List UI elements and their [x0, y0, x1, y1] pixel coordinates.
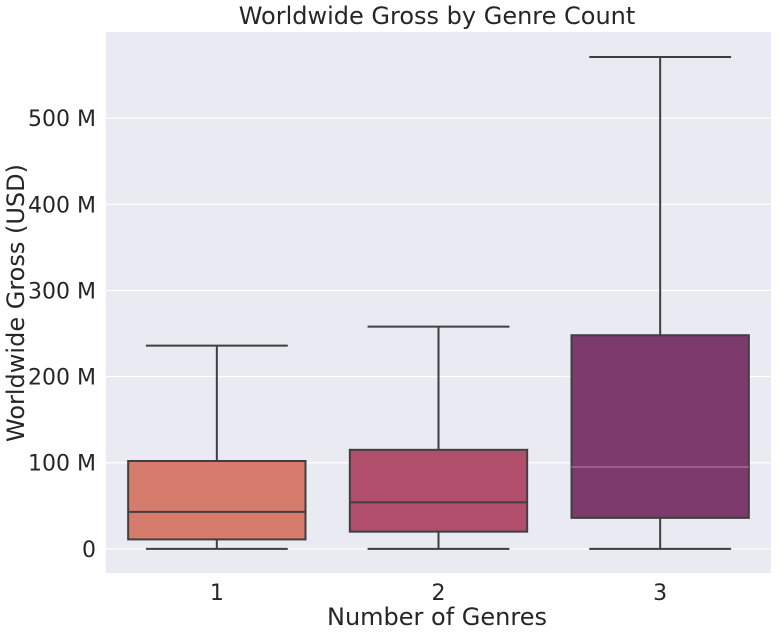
y-tick-label: 0	[82, 538, 96, 563]
boxes	[127, 55, 750, 550]
y-tick-label: 400 M	[28, 193, 96, 218]
y-axis-label: Worldwide Gross (USD)	[2, 164, 30, 442]
y-tick-label: 500 M	[28, 107, 96, 132]
y-tick-label: 100 M	[28, 452, 96, 477]
y-tick-label: 300 M	[28, 279, 96, 304]
iqr-box	[570, 334, 750, 519]
box-group-2	[348, 325, 529, 550]
x-axis-label: Number of Genres	[327, 603, 547, 631]
x-tick-label: 3	[653, 581, 667, 606]
x-axis-ticks: 1 2 3	[210, 581, 667, 606]
y-tick-label: 200 M	[28, 366, 96, 391]
x-tick-label: 1	[210, 581, 224, 606]
y-axis-ticks: 0 100 M 200 M 300 M 400 M 500 M	[28, 107, 96, 563]
iqr-box	[127, 460, 307, 541]
box-group-3	[570, 55, 750, 550]
box-group-1	[127, 344, 307, 550]
chart-title: Worldwide Gross by Genre Count	[239, 2, 636, 30]
iqr-box	[348, 448, 529, 533]
x-tick-label: 2	[432, 581, 446, 606]
